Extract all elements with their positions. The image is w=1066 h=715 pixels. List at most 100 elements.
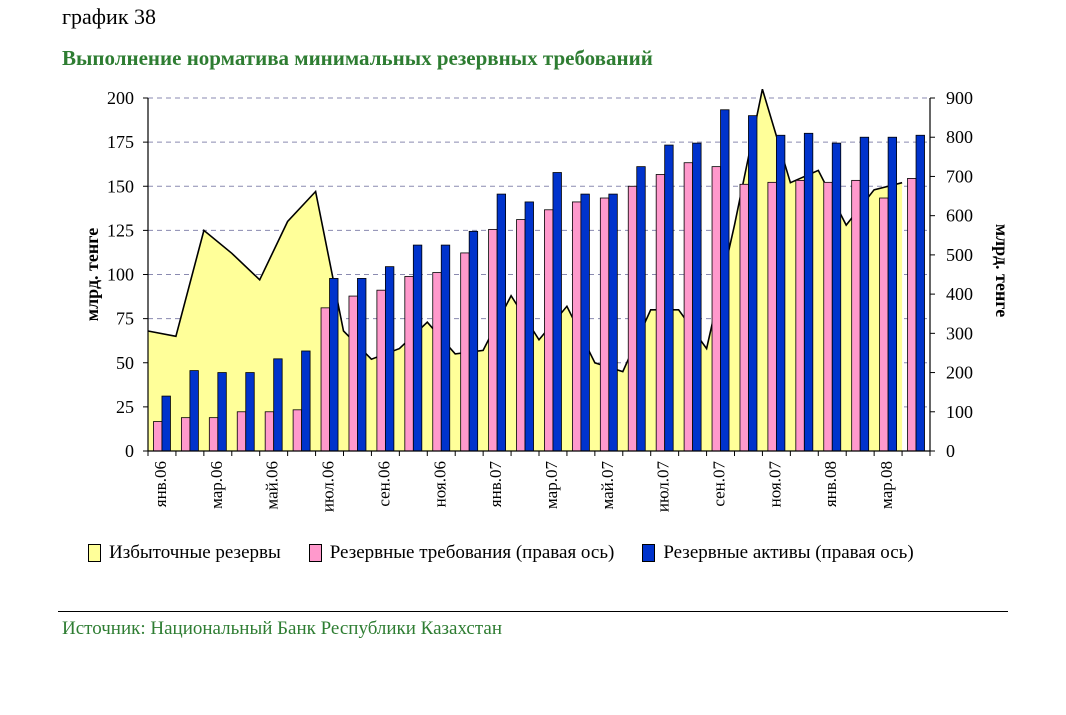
tick-label-right: 900	[946, 88, 973, 108]
y-axis-label-right: млрд. тенге	[992, 224, 1012, 317]
bar-assets	[273, 358, 283, 452]
tick-label-left: 100	[107, 265, 134, 285]
tick-label-right: 200	[946, 363, 973, 383]
divider	[58, 611, 1008, 612]
tick-label-x: янв.06	[151, 461, 170, 507]
bar-assets	[803, 132, 814, 452]
tick-label-left: 50	[116, 353, 134, 373]
tick-label-right: 0	[946, 441, 955, 461]
tick-label-x: янв.07	[486, 461, 505, 508]
bar-assets	[440, 244, 451, 452]
bar-requirements	[879, 197, 889, 452]
tick-label-x: ноя.07	[765, 461, 784, 508]
bar-requirements	[153, 421, 163, 452]
bar-requirements	[264, 411, 275, 452]
bar-requirements	[683, 162, 694, 452]
bar-assets	[329, 278, 339, 452]
tick-label-x: июл.06	[319, 461, 338, 512]
chart-title: Выполнение норматива минимальных резервн…	[62, 46, 653, 70]
bar-requirements	[599, 197, 610, 452]
bar-assets	[357, 278, 367, 452]
legend-item-requirements: Резервные требования (правая ось)	[308, 542, 615, 564]
bar-requirements	[767, 181, 777, 452]
bar-assets	[831, 142, 842, 452]
bar-assets	[384, 266, 395, 452]
bar-assets	[887, 136, 898, 452]
tick-label-right: 300	[946, 323, 973, 343]
bar-assets	[468, 230, 479, 452]
tick-label-right: 500	[946, 245, 973, 265]
bar-requirements	[376, 289, 386, 452]
tick-label-x: мар.06	[207, 461, 226, 509]
bar-requirements	[432, 272, 442, 452]
bar-assets	[748, 115, 758, 452]
bar-requirements	[544, 209, 554, 452]
bar-requirements	[292, 409, 303, 452]
tick-label-left: 200	[107, 88, 134, 108]
tick-label-x: сен.06	[374, 461, 393, 507]
bar-requirements	[320, 307, 330, 452]
legend-label-excess: Избыточные резервы	[109, 542, 281, 563]
bar-assets	[189, 370, 199, 452]
tick-label-left: 175	[107, 132, 134, 152]
tick-label-right: 400	[946, 284, 973, 304]
tick-label-right: 700	[946, 166, 973, 186]
legend-swatch-requirements	[308, 544, 322, 562]
bar-requirements	[348, 295, 358, 452]
bar-requirements	[627, 185, 638, 452]
tick-label-right: 100	[946, 402, 973, 422]
legend-label-assets: Резервные активы (правая ось)	[663, 542, 914, 563]
bar-requirements	[907, 178, 917, 452]
bar-assets	[692, 142, 702, 452]
bar-assets	[161, 395, 171, 452]
legend-swatch-assets	[642, 544, 656, 562]
tick-label-x: ноя.06	[430, 461, 449, 507]
tick-label-x: мар.08	[877, 461, 896, 509]
bar-requirements	[516, 219, 526, 452]
bar-requirements	[655, 174, 666, 452]
bar-assets	[859, 136, 870, 452]
tick-label-x: май.07	[598, 460, 617, 509]
tick-label-right: 600	[946, 206, 973, 226]
bar-assets	[915, 134, 925, 452]
bar-assets	[636, 166, 646, 452]
y-axis-label-left: млрд. тенге	[82, 228, 102, 321]
bar-assets	[580, 193, 590, 452]
tick-label-left: 25	[116, 397, 134, 417]
bar-requirements	[795, 179, 805, 452]
bar-assets	[245, 372, 255, 452]
bar-requirements	[488, 228, 498, 452]
bar-assets	[412, 244, 423, 452]
bar-assets	[775, 134, 786, 452]
bar-assets	[524, 201, 534, 452]
bar-assets	[552, 172, 562, 452]
legend-swatch-excess	[88, 544, 101, 562]
tick-label-x: май.06	[263, 461, 282, 510]
source-note: Источник: Национальный Банк Республики К…	[62, 618, 502, 639]
bar-assets	[301, 350, 311, 452]
bar-requirements	[460, 252, 470, 452]
bar-requirements	[404, 276, 414, 452]
bar-requirements	[208, 417, 219, 452]
legend-label-requirements: Резервные требования (правая ось)	[329, 542, 615, 563]
bar-assets	[496, 193, 507, 452]
tick-label-x: мар.07	[542, 461, 561, 509]
bar-requirements	[571, 201, 582, 452]
legend: Избыточные резервы Резервные требования …	[88, 542, 942, 564]
legend-item-excess: Избыточные резервы	[88, 542, 281, 564]
bar-requirements	[236, 411, 247, 452]
bar-requirements	[851, 179, 861, 452]
bar-requirements	[739, 183, 749, 452]
chart-label: график 38	[62, 4, 157, 29]
tick-label-left: 75	[116, 309, 134, 329]
chart-plot: 0 25 50 75 100 125 150 175 200 0 100 200 300 400 500 60…	[82, 88, 1012, 512]
bar-assets	[664, 144, 674, 452]
tick-label-left: 125	[107, 220, 134, 240]
tick-label-left: 0	[125, 441, 134, 461]
legend-item-assets: Резервные активы (правая ось)	[642, 542, 914, 564]
tick-label-x: сен.07	[710, 460, 729, 506]
bar-assets	[720, 109, 730, 452]
bar-requirements	[180, 417, 191, 452]
tick-label-right: 800	[946, 127, 973, 147]
bar-assets	[608, 193, 618, 452]
